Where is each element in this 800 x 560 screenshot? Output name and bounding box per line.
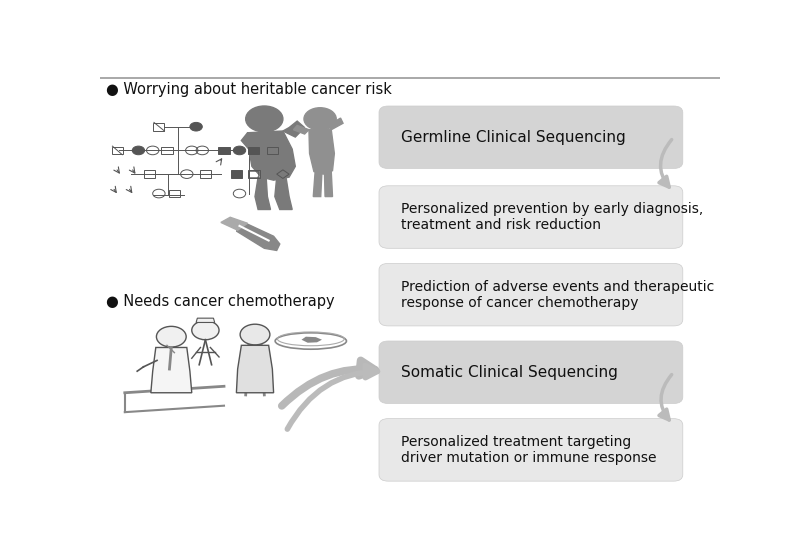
Text: Germline Clinical Sequencing: Germline Clinical Sequencing [401, 130, 626, 145]
Circle shape [246, 106, 283, 132]
Circle shape [304, 108, 336, 130]
Polygon shape [328, 118, 343, 130]
Polygon shape [255, 177, 270, 209]
Ellipse shape [275, 333, 346, 349]
Text: Prediction of adverse events and therapeutic
response of cancer chemotherapy: Prediction of adverse events and therape… [401, 279, 714, 310]
FancyBboxPatch shape [379, 186, 682, 248]
Polygon shape [196, 318, 214, 323]
Bar [162, 147, 173, 155]
Circle shape [240, 324, 270, 345]
Circle shape [157, 326, 186, 347]
Circle shape [192, 321, 219, 340]
Polygon shape [247, 131, 295, 180]
Text: ● Worrying about heritable cancer risk: ● Worrying about heritable cancer risk [106, 82, 392, 97]
Circle shape [234, 146, 246, 155]
Bar [218, 147, 230, 155]
Text: Somatic Clinical Sequencing: Somatic Clinical Sequencing [401, 365, 618, 380]
Bar [248, 147, 259, 155]
Text: ● Needs cancer chemotherapy: ● Needs cancer chemotherapy [106, 293, 335, 309]
Bar [169, 190, 180, 198]
Bar [112, 147, 123, 155]
Polygon shape [302, 337, 322, 343]
Bar [266, 147, 278, 155]
Polygon shape [151, 347, 192, 393]
Text: Personalized treatment targeting
driver mutation or immune response: Personalized treatment targeting driver … [401, 435, 656, 465]
Polygon shape [242, 133, 270, 149]
Circle shape [190, 123, 202, 131]
Polygon shape [283, 121, 305, 137]
FancyBboxPatch shape [379, 106, 682, 169]
FancyBboxPatch shape [379, 419, 682, 481]
Polygon shape [314, 171, 322, 197]
Polygon shape [309, 130, 334, 174]
Bar [231, 170, 242, 178]
Bar [200, 170, 211, 178]
Polygon shape [275, 177, 292, 209]
Bar [247, 170, 260, 179]
Text: Personalized prevention by early diagnosis,
treatment and risk reduction: Personalized prevention by early diagnos… [401, 202, 703, 232]
Polygon shape [237, 346, 274, 393]
Polygon shape [325, 171, 333, 197]
Bar [250, 171, 258, 177]
Bar [144, 170, 155, 178]
FancyBboxPatch shape [379, 341, 682, 404]
Polygon shape [237, 223, 280, 250]
Circle shape [132, 146, 145, 155]
Bar [154, 123, 165, 130]
Polygon shape [294, 125, 309, 134]
Polygon shape [221, 217, 247, 230]
FancyBboxPatch shape [379, 263, 682, 326]
